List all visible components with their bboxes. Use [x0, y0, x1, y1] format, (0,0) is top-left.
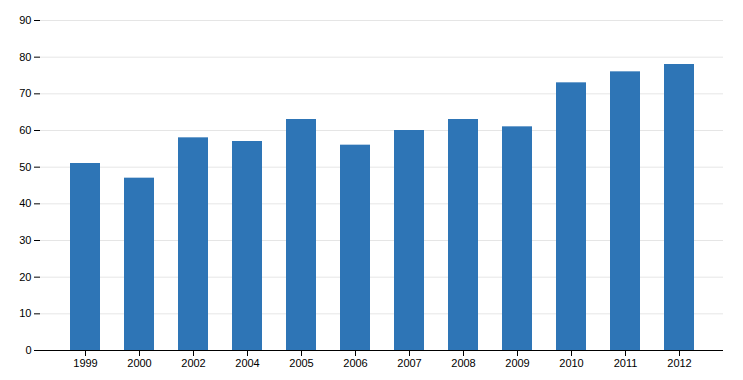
- svg-text:0: 0: [25, 344, 31, 356]
- svg-text:2012: 2012: [667, 357, 691, 369]
- svg-text:2008: 2008: [451, 357, 475, 369]
- svg-text:10: 10: [19, 307, 31, 319]
- svg-text:2010: 2010: [559, 357, 583, 369]
- svg-text:70: 70: [19, 87, 31, 99]
- svg-text:80: 80: [19, 51, 31, 63]
- svg-text:2011: 2011: [614, 357, 638, 369]
- svg-text:40: 40: [19, 197, 31, 209]
- svg-text:20: 20: [19, 271, 31, 283]
- svg-text:90: 90: [19, 14, 31, 26]
- svg-text:2004: 2004: [235, 357, 259, 369]
- svg-text:2000: 2000: [127, 357, 151, 369]
- svg-text:30: 30: [19, 234, 31, 246]
- svg-text:50: 50: [19, 161, 31, 173]
- svg-text:2009: 2009: [505, 357, 529, 369]
- svg-text:2005: 2005: [289, 357, 313, 369]
- svg-text:2007: 2007: [397, 357, 421, 369]
- svg-text:1999: 1999: [73, 357, 97, 369]
- svg-text:2006: 2006: [343, 357, 367, 369]
- svg-text:2002: 2002: [181, 357, 205, 369]
- svg-text:60: 60: [19, 124, 31, 136]
